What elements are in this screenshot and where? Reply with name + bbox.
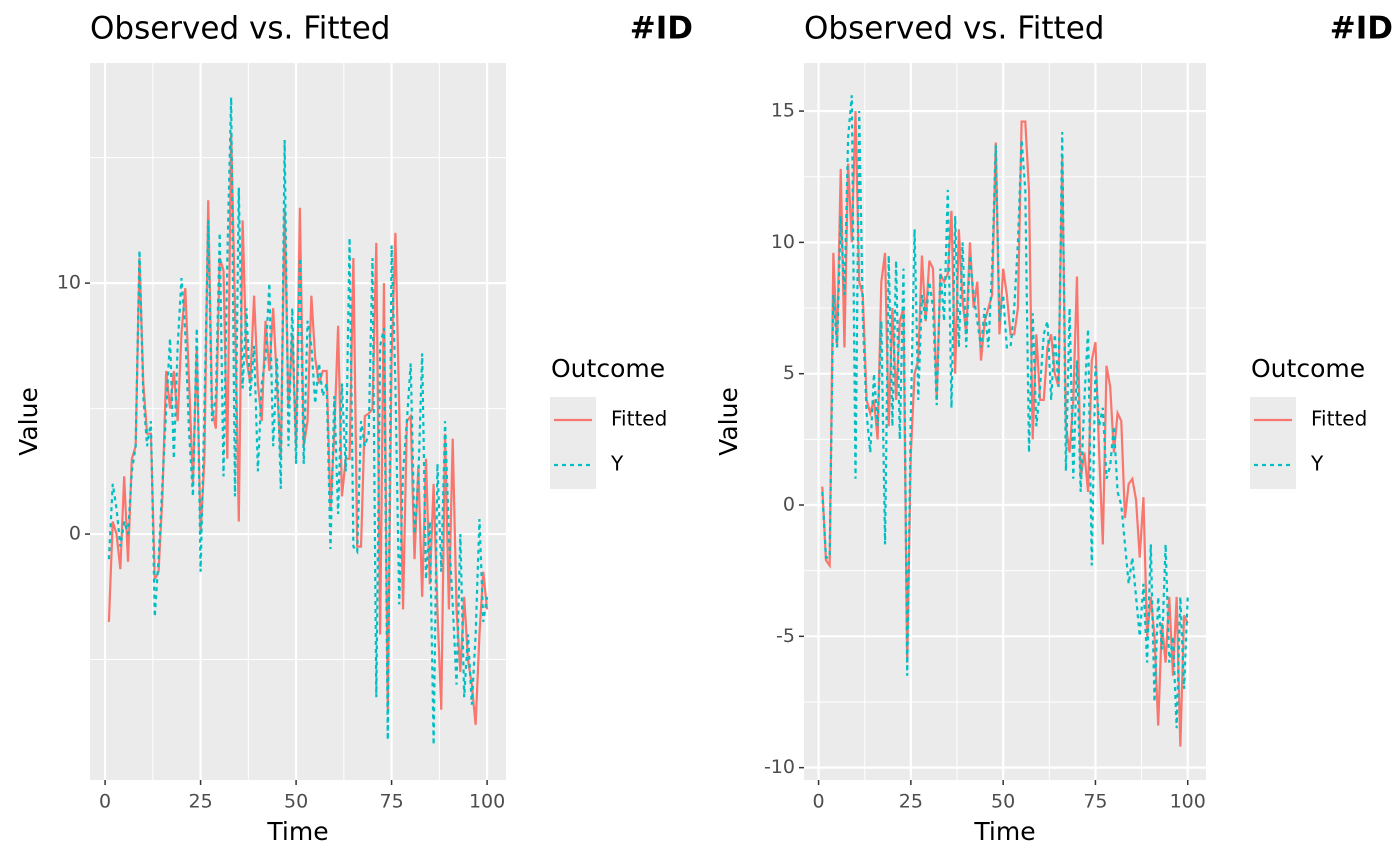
x-tick-label: 75 [1083, 791, 1107, 813]
y-tick-label: 0 [69, 523, 81, 545]
series-line [821, 95, 1189, 729]
x-axis-title: Time [266, 817, 328, 846]
legend-key-background [1250, 397, 1296, 489]
series-line [821, 111, 1189, 747]
y-tick-label: 10 [57, 272, 81, 294]
series-line [107, 97, 489, 745]
legend-label: Fitted [611, 407, 667, 431]
x-tick-label: 100 [1170, 791, 1206, 813]
y-tick-label: 5 [783, 362, 795, 384]
y-axis-title: Value [714, 387, 743, 456]
legend-title: Outcome [551, 354, 665, 383]
legend-key-background [550, 397, 596, 489]
annotation: #ID [630, 11, 693, 47]
legend-label: Y [610, 452, 624, 476]
x-tick-label: 50 [284, 791, 308, 813]
legend-label: Y [1310, 452, 1324, 476]
x-tick-label: 0 [813, 791, 825, 813]
x-tick-label: 25 [899, 791, 923, 813]
x-tick-label: 25 [188, 791, 212, 813]
legend-label: Fitted [1311, 407, 1367, 431]
x-tick-label: 50 [991, 791, 1015, 813]
legend-title: Outcome [1251, 354, 1365, 383]
annotation: #ID [1330, 11, 1393, 47]
y-tick-label: 0 [783, 494, 795, 516]
y-tick-label: -10 [764, 756, 795, 778]
x-tick-label: 75 [379, 791, 403, 813]
panel-background [804, 63, 1206, 780]
panel-background [90, 63, 506, 780]
x-axis-title: Time [973, 817, 1035, 846]
y-axis-title: Value [14, 387, 43, 456]
x-tick-label: 0 [99, 791, 111, 813]
chart-title: Observed vs. Fitted [90, 11, 390, 47]
x-tick-label: 100 [469, 791, 505, 813]
y-tick-label: -5 [776, 625, 795, 647]
y-tick-label: 10 [771, 231, 795, 253]
y-tick-label: 15 [771, 100, 795, 122]
chart-title: Observed vs. Fitted [804, 11, 1104, 47]
